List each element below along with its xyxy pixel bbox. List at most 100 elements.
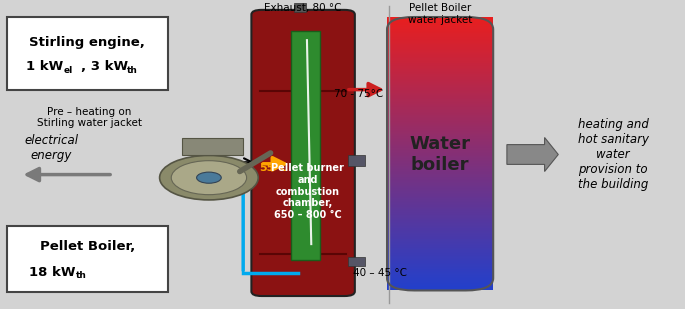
Bar [387, 191, 493, 192]
Bar [387, 96, 493, 97]
Bar [387, 203, 493, 204]
Bar [387, 73, 493, 74]
Bar [387, 99, 493, 100]
Bar [387, 103, 493, 104]
Bar [387, 21, 493, 22]
Bar [387, 136, 493, 137]
Bar [387, 216, 493, 217]
Bar [387, 160, 493, 161]
Bar [387, 207, 493, 208]
Bar [387, 271, 493, 272]
Bar [387, 153, 493, 154]
Bar [387, 52, 493, 53]
Bar [387, 252, 493, 253]
Bar [387, 139, 493, 140]
Bar [387, 76, 493, 77]
Bar [387, 74, 493, 75]
Text: th: th [75, 271, 86, 280]
Bar [387, 126, 493, 127]
Text: heating and
hot sanitary
water
provision to
the building: heating and hot sanitary water provision… [577, 118, 649, 191]
Bar [387, 98, 493, 99]
Text: electrical
energy: electrical energy [25, 134, 78, 162]
Bar [387, 69, 493, 70]
Bar [387, 215, 493, 216]
Bar [387, 119, 493, 120]
Bar [387, 28, 493, 29]
Bar [387, 266, 493, 267]
Bar [387, 26, 493, 27]
Bar [387, 220, 493, 221]
Bar [387, 211, 493, 212]
Bar [387, 258, 493, 259]
Bar [387, 100, 493, 101]
Bar [387, 242, 493, 243]
Bar [387, 107, 493, 108]
Bar [387, 185, 493, 186]
Bar [387, 104, 493, 105]
Bar [387, 187, 493, 188]
Bar [387, 143, 493, 144]
Bar [387, 66, 493, 67]
Bar [387, 63, 493, 64]
Bar [387, 50, 493, 51]
Bar [387, 31, 493, 32]
Bar [387, 123, 493, 124]
Bar [387, 82, 493, 83]
Bar [387, 84, 493, 85]
Bar [387, 246, 493, 247]
FancyBboxPatch shape [7, 226, 168, 292]
Bar [387, 165, 493, 166]
Bar [387, 118, 493, 119]
Bar [387, 42, 493, 43]
Bar [387, 259, 493, 260]
Bar [387, 112, 493, 113]
Bar [387, 88, 493, 89]
Bar [387, 44, 493, 45]
Bar [387, 181, 493, 182]
Text: 40 – 45 °C: 40 – 45 °C [353, 269, 407, 278]
Bar [387, 114, 493, 115]
Bar [387, 97, 493, 98]
Bar [387, 68, 493, 69]
Bar [387, 129, 493, 130]
Text: Exhaust, 80 °C: Exhaust, 80 °C [264, 3, 342, 13]
Bar [387, 281, 493, 282]
Bar [387, 277, 493, 278]
Bar [387, 170, 493, 171]
Text: 1 kW: 1 kW [26, 60, 63, 73]
Bar [387, 245, 493, 246]
Bar [387, 95, 493, 96]
Bar [387, 204, 493, 205]
Bar [387, 251, 493, 252]
Bar [387, 29, 493, 30]
Bar [387, 106, 493, 107]
Bar [387, 121, 493, 122]
Bar [387, 79, 493, 80]
Bar [387, 288, 493, 289]
Text: Stirling engine,: Stirling engine, [29, 36, 145, 49]
Bar [387, 117, 493, 118]
Text: th: th [127, 66, 138, 74]
Bar [387, 265, 493, 266]
Bar [387, 183, 493, 184]
Bar [387, 93, 493, 94]
Bar [387, 91, 493, 92]
Bar [387, 219, 493, 220]
Bar [387, 37, 493, 38]
Bar [387, 43, 493, 44]
Bar [387, 177, 493, 178]
Circle shape [197, 172, 221, 183]
Bar [387, 115, 493, 116]
Bar [387, 24, 493, 25]
Bar [387, 158, 493, 159]
Bar [387, 81, 493, 82]
Bar [387, 20, 493, 21]
Bar [387, 221, 493, 222]
Bar [182, 138, 243, 154]
FancyBboxPatch shape [251, 10, 355, 296]
Bar [387, 35, 493, 36]
Bar [387, 166, 493, 167]
Bar [387, 32, 493, 33]
Bar [387, 162, 493, 163]
Bar [387, 168, 493, 169]
